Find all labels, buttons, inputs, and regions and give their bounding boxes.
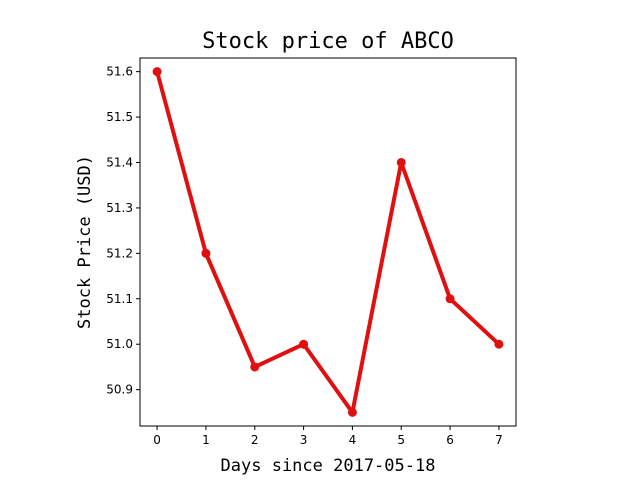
x-axis: 0 1 2 3 4 5 6 7 [153,426,503,447]
x-tick-label: 3 [300,433,308,447]
x-tick-label: 6 [446,433,454,447]
y-tick-label: 51.1 [106,292,133,306]
data-point [347,407,357,417]
y-tick-label: 50.9 [106,383,133,397]
data-point [250,362,260,372]
data-point [445,294,455,304]
y-tick-label: 51.0 [106,337,133,351]
y-tick-label: 51.5 [106,110,133,124]
data-point [494,339,504,349]
data-points [152,67,504,417]
x-axis-label: Days since 2017-05-18 [221,456,436,476]
x-tick-label: 5 [397,433,405,447]
x-tick-label: 0 [153,433,161,447]
data-point [299,339,309,349]
y-tick-label: 51.6 [106,65,133,79]
data-point [201,248,211,258]
x-tick-label: 2 [251,433,259,447]
series-line [155,69,501,415]
data-point [396,157,406,167]
plot-area [139,57,517,427]
x-tick-label: 4 [349,433,357,447]
y-tick-label: 51.3 [106,201,133,215]
y-axis-label: Stock Price (USD) [75,155,95,329]
y-tick-label: 51.4 [106,155,133,169]
x-tick-label: 7 [495,433,503,447]
x-tick-label: 1 [202,433,210,447]
chart-title: Stock price of ABCO [202,29,454,54]
y-axis: 50.9 51.0 51.1 51.2 51.3 51.4 51.5 51.6 [106,65,140,397]
y-tick-label: 51.2 [106,246,133,260]
data-point [152,67,162,77]
